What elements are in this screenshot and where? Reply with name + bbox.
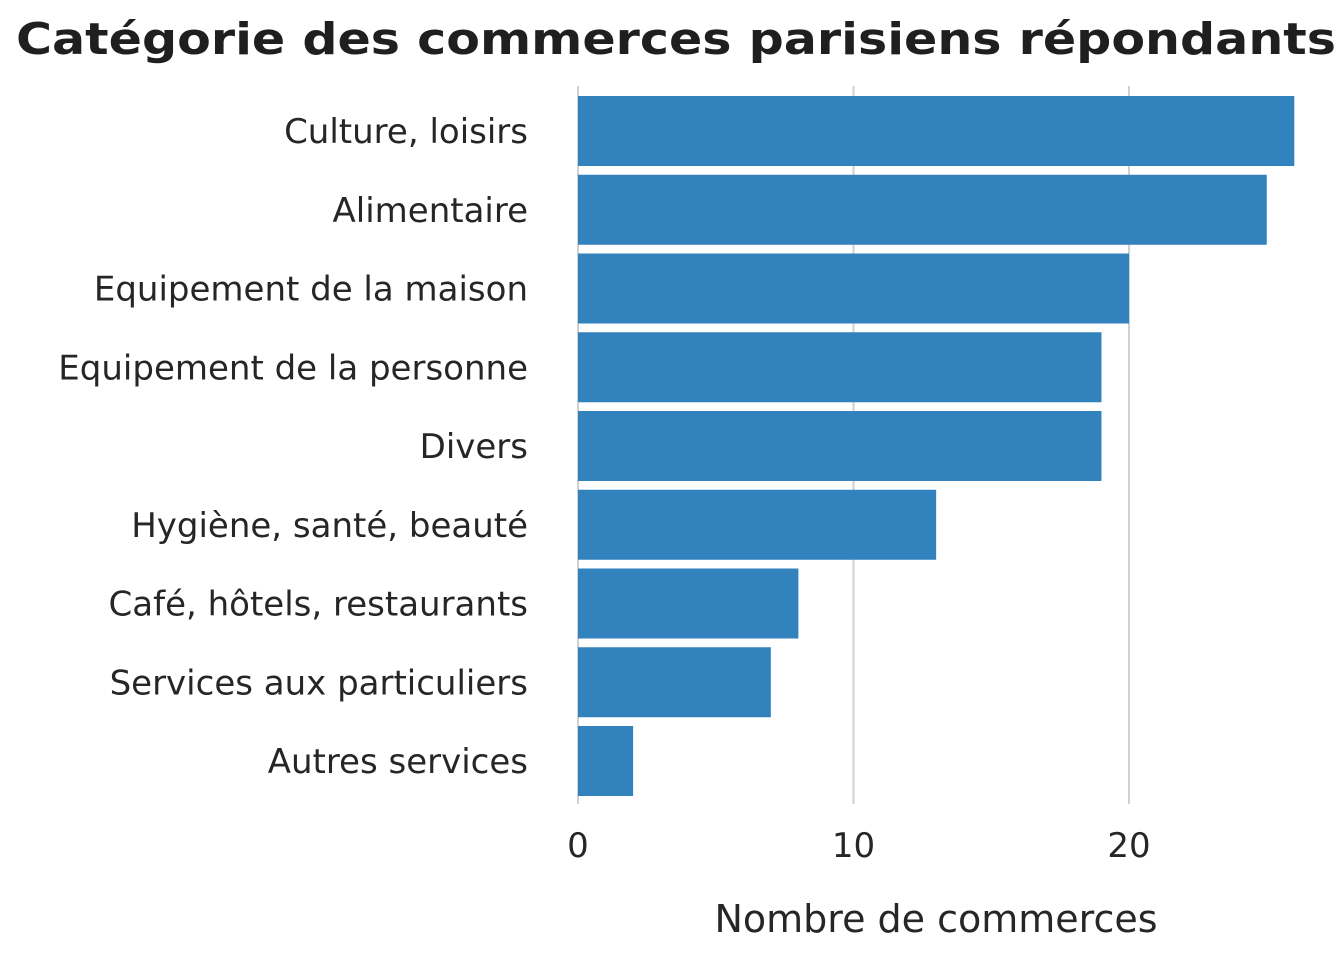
bar [578, 411, 1102, 481]
bar [578, 489, 937, 560]
category-label: Alimentaire [333, 191, 529, 231]
category-label: Hygiène, santé, beauté [131, 506, 528, 546]
bar [578, 96, 1295, 166]
category-label: Services aux particuliers [110, 663, 528, 703]
bar [578, 332, 1102, 403]
category-labels: Culture, loisirs Alimentaire Equipement de… [58, 112, 528, 782]
bar [578, 174, 1267, 245]
category-label: Culture, loisirs [284, 112, 528, 152]
x-tick-labels: 0 10 20 [567, 826, 1150, 866]
category-label: Café, hôtels, restaurants [109, 585, 528, 625]
category-label: Autres services [268, 742, 528, 782]
chart-title: Catégorie des commerces parisiens répond… [16, 14, 1336, 65]
x-tick-label: 10 [832, 826, 875, 866]
bar [578, 647, 771, 718]
bar [578, 253, 1129, 324]
category-label: Divers [420, 427, 528, 467]
x-tick-label: 0 [567, 826, 589, 866]
bar [578, 726, 634, 796]
bars [578, 96, 1295, 796]
category-label: Equipement de la maison [94, 270, 528, 310]
category-label: Equipement de la personne [58, 348, 528, 388]
bar [578, 568, 799, 639]
x-tick-label: 20 [1107, 826, 1150, 866]
x-axis-title: Nombre de commerces [714, 897, 1157, 941]
